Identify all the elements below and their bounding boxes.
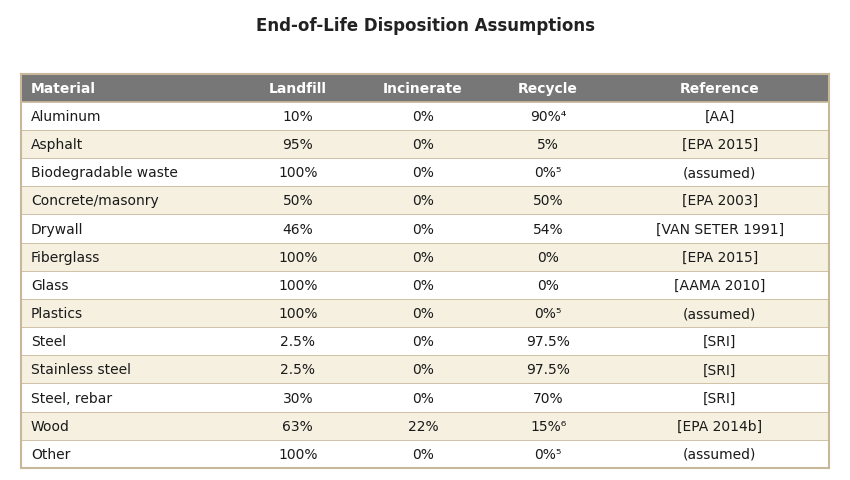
Text: 63%: 63% — [282, 419, 313, 433]
Bar — [21, 159, 829, 187]
Text: 0%⁵: 0%⁵ — [535, 447, 562, 461]
Text: 30%: 30% — [282, 391, 313, 405]
Bar — [21, 384, 829, 412]
Bar — [21, 103, 829, 131]
Text: (assumed): (assumed) — [683, 166, 756, 180]
Bar — [21, 215, 829, 243]
Text: 100%: 100% — [278, 447, 318, 461]
Text: 10%: 10% — [282, 109, 313, 123]
Text: 0%: 0% — [412, 447, 434, 461]
Text: 54%: 54% — [533, 222, 564, 236]
Text: Other: Other — [31, 447, 71, 461]
Text: 0%: 0% — [412, 138, 434, 152]
Text: Material: Material — [31, 82, 96, 96]
Text: 100%: 100% — [278, 306, 318, 320]
Text: Wood: Wood — [31, 419, 70, 433]
Text: 0%: 0% — [412, 250, 434, 264]
Text: Reference: Reference — [680, 82, 760, 96]
Text: [AA]: [AA] — [705, 109, 735, 123]
Text: [SRI]: [SRI] — [703, 335, 736, 348]
Text: 0%: 0% — [412, 222, 434, 236]
Text: 0%: 0% — [412, 109, 434, 123]
Text: [SRI]: [SRI] — [703, 391, 736, 405]
Text: Glass: Glass — [31, 278, 69, 292]
Text: End-of-Life Disposition Assumptions: End-of-Life Disposition Assumptions — [256, 17, 594, 36]
Bar — [21, 440, 829, 468]
Text: 70%: 70% — [533, 391, 564, 405]
Text: [AAMA 2010]: [AAMA 2010] — [674, 278, 765, 292]
Text: Plastics: Plastics — [31, 306, 83, 320]
Bar — [21, 356, 829, 384]
Text: 0%: 0% — [537, 278, 559, 292]
Text: 0%⁵: 0%⁵ — [535, 166, 562, 180]
Text: 90%⁴: 90%⁴ — [530, 109, 566, 123]
Bar — [21, 271, 829, 300]
Text: 97.5%: 97.5% — [526, 362, 570, 377]
Text: 2.5%: 2.5% — [280, 335, 315, 348]
Text: 22%: 22% — [408, 419, 439, 433]
Text: [SRI]: [SRI] — [703, 362, 736, 377]
Bar — [21, 327, 829, 356]
Text: (assumed): (assumed) — [683, 447, 756, 461]
Text: 5%: 5% — [537, 138, 559, 152]
Text: 0%: 0% — [412, 391, 434, 405]
Text: 2.5%: 2.5% — [280, 362, 315, 377]
Text: Biodegradable waste: Biodegradable waste — [31, 166, 178, 180]
Text: [VAN SETER 1991]: [VAN SETER 1991] — [655, 222, 784, 236]
Text: 100%: 100% — [278, 278, 318, 292]
Text: 0%: 0% — [412, 306, 434, 320]
Text: 0%: 0% — [412, 194, 434, 208]
Text: (assumed): (assumed) — [683, 306, 756, 320]
Bar — [21, 187, 829, 215]
Text: 15%⁶: 15%⁶ — [530, 419, 566, 433]
Text: Recycle: Recycle — [518, 82, 578, 96]
Bar — [21, 74, 829, 103]
Bar — [21, 412, 829, 440]
Text: 50%: 50% — [282, 194, 313, 208]
Text: [EPA 2015]: [EPA 2015] — [682, 250, 758, 264]
Bar — [21, 243, 829, 271]
Text: 0%: 0% — [412, 335, 434, 348]
Text: 0%⁵: 0%⁵ — [535, 306, 562, 320]
Text: Incinerate: Incinerate — [383, 82, 463, 96]
Text: 100%: 100% — [278, 250, 318, 264]
Text: 0%: 0% — [537, 250, 559, 264]
Text: 100%: 100% — [278, 166, 318, 180]
Text: [EPA 2015]: [EPA 2015] — [682, 138, 758, 152]
Text: Landfill: Landfill — [269, 82, 326, 96]
Bar — [21, 131, 829, 159]
Text: Drywall: Drywall — [31, 222, 83, 236]
Text: [EPA 2003]: [EPA 2003] — [682, 194, 758, 208]
Text: Fiberglass: Fiberglass — [31, 250, 100, 264]
Text: 97.5%: 97.5% — [526, 335, 570, 348]
Text: 95%: 95% — [282, 138, 313, 152]
Text: 46%: 46% — [282, 222, 313, 236]
Text: Concrete/masonry: Concrete/masonry — [31, 194, 159, 208]
Text: 0%: 0% — [412, 278, 434, 292]
Text: Stainless steel: Stainless steel — [31, 362, 131, 377]
Text: 0%: 0% — [412, 362, 434, 377]
Text: Steel: Steel — [31, 335, 66, 348]
Text: [EPA 2014b]: [EPA 2014b] — [677, 419, 762, 433]
Text: 50%: 50% — [533, 194, 564, 208]
Text: Steel, rebar: Steel, rebar — [31, 391, 112, 405]
Text: Asphalt: Asphalt — [31, 138, 83, 152]
Text: 0%: 0% — [412, 166, 434, 180]
Bar — [21, 300, 829, 327]
Text: Aluminum: Aluminum — [31, 109, 101, 123]
